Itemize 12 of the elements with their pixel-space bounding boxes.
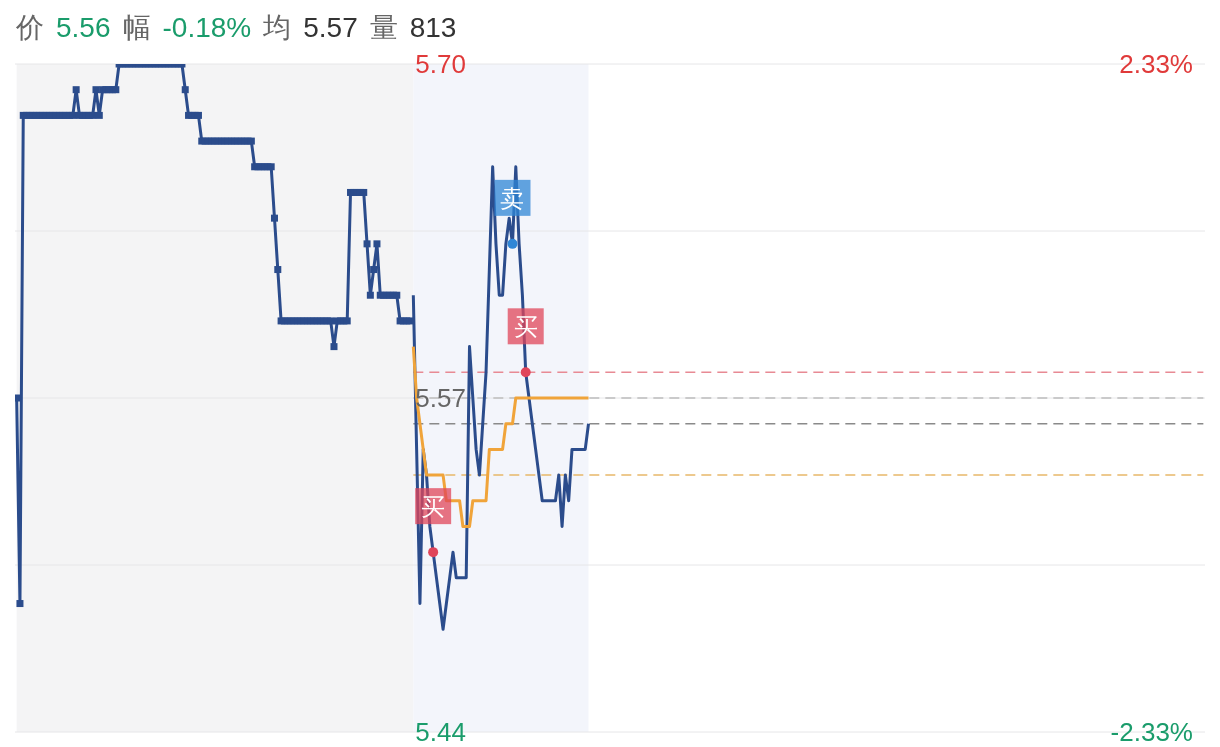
line-series <box>411 345 591 528</box>
point <box>520 367 531 378</box>
annotation: 卖 <box>500 184 525 212</box>
y2-tick-label: -2.33% <box>1110 717 1193 747</box>
point <box>507 238 518 249</box>
y-tick-label: 5.44 <box>415 717 466 747</box>
point <box>428 547 439 558</box>
chart-title: 价 5.56 幅 -0.18% 均 5.57 量 813 <box>16 12 457 43</box>
annotation: 买 <box>421 493 446 521</box>
y2-tick-label: 2.33% <box>1119 49 1193 79</box>
annotation: 买 <box>513 313 538 341</box>
y-tick-label: 5.70 <box>415 49 466 79</box>
